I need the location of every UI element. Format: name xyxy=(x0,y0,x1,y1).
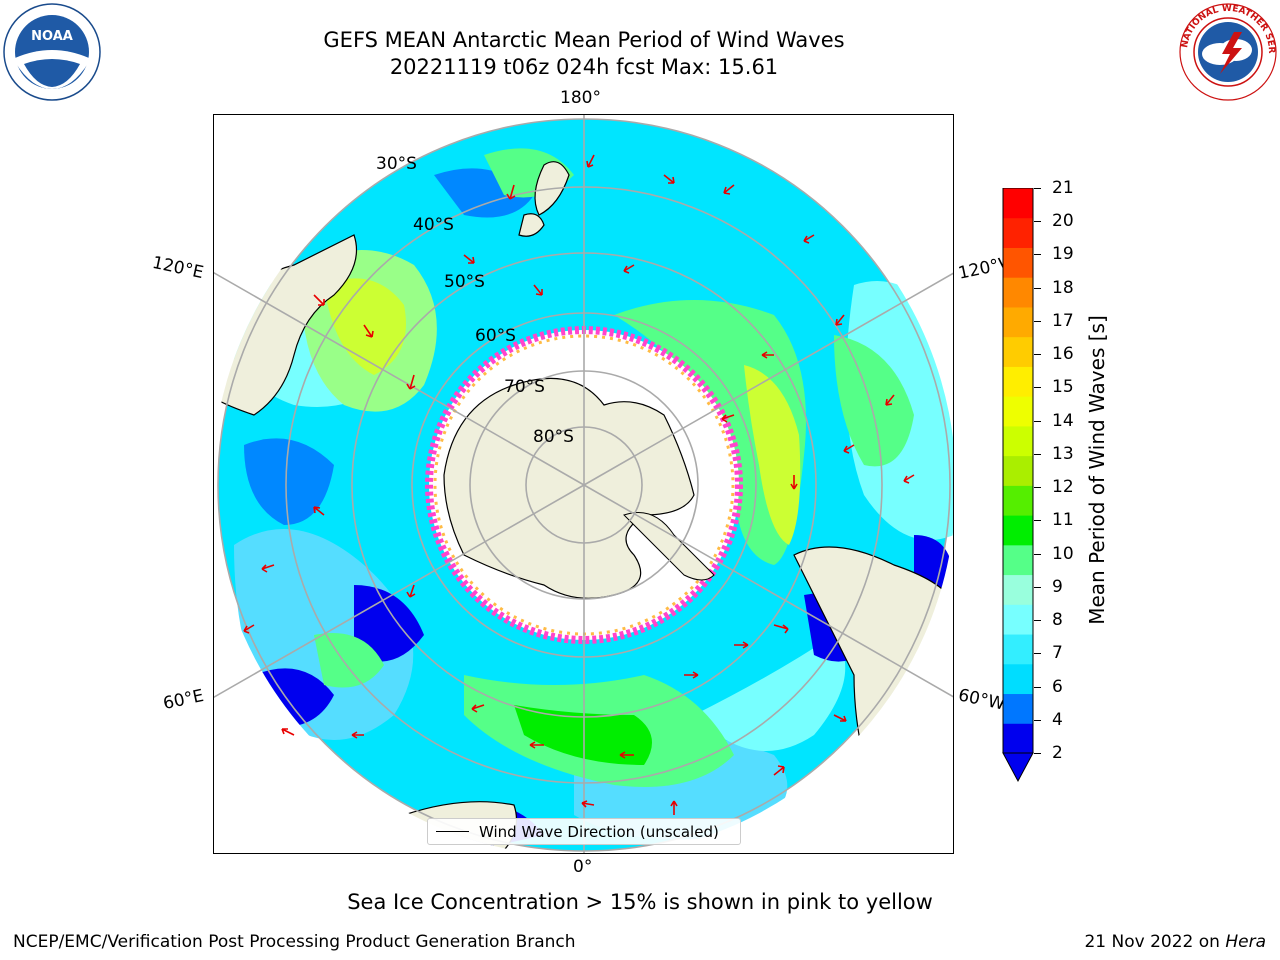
colorbar-band xyxy=(1003,366,1033,397)
graticule xyxy=(214,115,953,853)
longitude-label-180: 180° xyxy=(560,88,601,108)
longitude-label-60w: 60°W xyxy=(956,685,1007,715)
colorbar-band xyxy=(1003,723,1033,754)
colorbar-tick-label: 19 xyxy=(1052,244,1074,265)
legend-line-swatch xyxy=(436,831,469,832)
colorbar-tick-label: 8 xyxy=(1052,610,1063,631)
colorbar-band xyxy=(1003,634,1033,665)
colorbar-band xyxy=(1003,217,1033,248)
colorbar-band xyxy=(1003,604,1033,635)
colorbar-band xyxy=(1003,247,1033,278)
colorbar-tick-label: 15 xyxy=(1052,377,1074,398)
colorbar-band xyxy=(1003,693,1033,724)
colorbar-outline xyxy=(1002,188,1034,754)
noaa-wordmark: NOAA xyxy=(31,29,73,44)
colorbar-band xyxy=(1003,277,1033,308)
sea-ice-note: Sea Ice Concentration > 15% is shown in … xyxy=(347,890,933,914)
antarctica xyxy=(425,326,743,644)
colorbar-tick-label: 7 xyxy=(1052,643,1063,664)
colorbar-tick-label: 11 xyxy=(1052,510,1074,531)
date-text: 21 Nov 2022 on Hera xyxy=(1084,932,1266,952)
colorbar-band xyxy=(1003,396,1033,427)
longitude-label-0: 0° xyxy=(573,857,593,877)
map-area[interactable]: 30°S 40°S 50°S 60°S 70°S 80°S xyxy=(213,114,954,854)
colorbar-band xyxy=(1003,485,1033,516)
colorbar-tick-mark xyxy=(1034,719,1041,721)
colorbar-tick-label: 21 xyxy=(1052,178,1074,198)
lat-label-70s: 70°S xyxy=(504,377,545,397)
colorbar-tick-mark xyxy=(1034,586,1041,588)
colorbar-tick-label: 14 xyxy=(1052,410,1074,431)
colorbar-tick-label: 20 xyxy=(1052,211,1074,232)
colorbar-tick-mark xyxy=(1034,188,1041,189)
lat-label-80s: 80°S xyxy=(533,427,574,447)
colorbar-tick-mark xyxy=(1034,520,1041,522)
lat-label-60s: 60°S xyxy=(475,326,516,346)
colorbar-tick-mark xyxy=(1034,753,1041,754)
colorbar-band xyxy=(1003,515,1033,546)
chart-subtitle: 20221119 t06z 024h fcst Max: 15.61 xyxy=(389,55,779,79)
noaa-logo: NOAA xyxy=(3,3,101,101)
lat-label-40s: 40°S xyxy=(413,215,454,235)
colorbar-band xyxy=(1003,336,1033,367)
colorbar-tick-mark xyxy=(1034,287,1041,289)
colorbar-tick-mark xyxy=(1034,254,1041,256)
polar-map: 30°S 40°S 50°S 60°S 70°S 80°S xyxy=(214,115,953,853)
colorbar-extend-min xyxy=(1002,752,1034,783)
colorbar-tick-label: 16 xyxy=(1052,344,1074,365)
colorbar-tick-label: 17 xyxy=(1052,310,1074,331)
chart-title: GEFS MEAN Antarctic Mean Period of Wind … xyxy=(323,28,845,52)
colorbar-tick-label: 12 xyxy=(1052,477,1074,498)
latitude-labels: 30°S 40°S 50°S 60°S 70°S 80°S xyxy=(376,154,574,447)
colorbar-label: Mean Period of Wind Waves [s] xyxy=(1085,315,1109,625)
nws-logo: NATIONAL WEATHER SERVICE xyxy=(1178,2,1277,101)
longitude-label-60e: 60°E xyxy=(161,685,206,715)
colorbar-band xyxy=(1003,574,1033,605)
colorbar-tick-mark xyxy=(1034,620,1041,622)
colorbar-tick-mark xyxy=(1034,387,1041,389)
colorbar-tick-mark xyxy=(1034,686,1041,688)
credit-text: NCEP/EMC/Verification Post Processing Pr… xyxy=(13,932,576,952)
longitude-label-120e: 120°E xyxy=(150,252,206,284)
colorbar-tick-label: 9 xyxy=(1052,576,1063,597)
date-value: 21 Nov 2022 on xyxy=(1084,932,1220,952)
colorbar xyxy=(1002,188,1034,783)
wind-wave-arrows xyxy=(243,154,915,815)
colorbar-tick-mark xyxy=(1034,320,1041,322)
lat-label-50s: 50°S xyxy=(444,272,485,292)
colorbar-tick-label: 13 xyxy=(1052,443,1074,464)
lat-label-30s: 30°S xyxy=(376,154,417,174)
colorbar-tick-mark xyxy=(1034,653,1041,655)
colorbar-band xyxy=(1003,663,1033,695)
colorbar-tick-label: 10 xyxy=(1052,543,1074,564)
colorbar-tick-label: 2 xyxy=(1052,743,1063,763)
colorbar-tick-label: 18 xyxy=(1052,277,1074,298)
colorbar-tick-mark xyxy=(1034,453,1041,455)
colorbar-band xyxy=(1003,544,1033,576)
colorbar-tick-mark xyxy=(1034,420,1041,422)
colorbar-band xyxy=(1003,188,1033,219)
colorbar-band xyxy=(1003,425,1033,457)
colorbar-tick-mark xyxy=(1034,221,1041,223)
legend-label: Wind Wave Direction (unscaled) xyxy=(479,822,719,841)
colorbar-tick-mark xyxy=(1034,487,1041,489)
colorbar-band xyxy=(1003,455,1033,486)
host-name: Hera xyxy=(1225,932,1266,952)
colorbar-tick-mark xyxy=(1034,354,1041,356)
map-legend: Wind Wave Direction (unscaled) xyxy=(427,818,741,845)
colorbar-tick-mark xyxy=(1034,553,1041,555)
colorbar-tick-label: 6 xyxy=(1052,676,1063,697)
colorbar-tick-label: 4 xyxy=(1052,709,1063,730)
colorbar-band xyxy=(1003,306,1033,338)
